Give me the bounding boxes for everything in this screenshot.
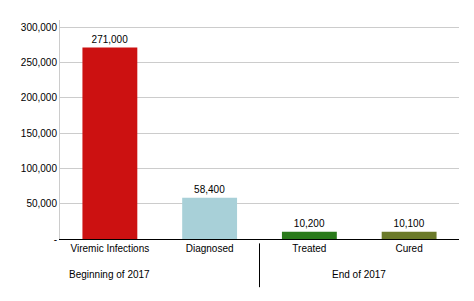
svg-text:Treated: Treated: [292, 243, 326, 254]
svg-text:10,200: 10,200: [294, 218, 325, 229]
svg-text:58,400: 58,400: [194, 184, 225, 195]
svg-text:Cured: Cured: [396, 243, 423, 254]
svg-text:End of 2017: End of 2017: [332, 269, 386, 280]
svg-text:300,000: 300,000: [21, 22, 58, 33]
svg-text:Diagnosed: Diagnosed: [186, 243, 234, 254]
svg-text:-: -: [54, 234, 57, 245]
svg-text:50,000: 50,000: [26, 198, 57, 209]
svg-text:Beginning of 2017: Beginning of 2017: [69, 269, 150, 280]
svg-text:Viremic Infections: Viremic Infections: [71, 243, 150, 254]
svg-text:10,100: 10,100: [394, 218, 425, 229]
svg-text:250,000: 250,000: [21, 57, 58, 68]
svg-text:271,000: 271,000: [92, 34, 129, 45]
svg-text:150,000: 150,000: [21, 128, 58, 139]
svg-text:200,000: 200,000: [21, 92, 58, 103]
svg-text:100,000: 100,000: [21, 163, 58, 174]
